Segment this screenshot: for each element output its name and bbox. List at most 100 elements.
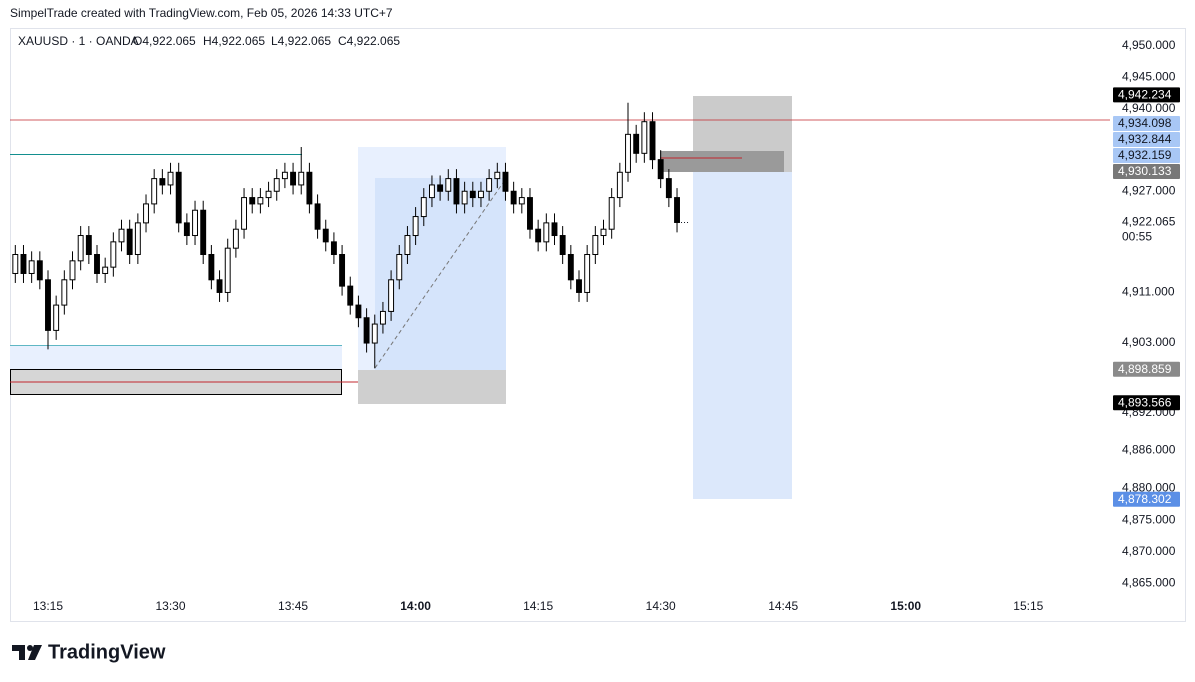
ohlc-value: O4,922.065 xyxy=(133,34,196,48)
candle-body xyxy=(28,260,35,274)
candle-body xyxy=(339,254,346,287)
candle-body xyxy=(102,266,109,274)
candle-body xyxy=(478,190,484,199)
candle-body xyxy=(232,228,239,249)
candle-body xyxy=(151,178,158,205)
candle-body xyxy=(175,171,182,224)
y-tick-label: 4,886.000 xyxy=(1122,443,1176,457)
candle-body xyxy=(200,209,207,256)
logo-icon xyxy=(27,645,33,651)
candle-body xyxy=(469,190,476,199)
candle-body xyxy=(510,190,517,205)
price-label-box xyxy=(1113,131,1180,147)
x-tick-label: 14:30 xyxy=(646,599,676,613)
price-label: 4,893.566 xyxy=(1118,395,1172,409)
price-label-box xyxy=(1113,115,1180,131)
y-tick-label: 4,875.000 xyxy=(1122,512,1176,526)
candle-body xyxy=(192,209,198,237)
price-label: 4,934.098 xyxy=(1118,116,1172,130)
price-label: 4,942.234 xyxy=(1118,88,1172,102)
logo-icon xyxy=(28,645,42,660)
candle-body xyxy=(134,222,141,256)
x-tick-label: 15:00 xyxy=(890,599,921,613)
candle-body xyxy=(85,235,92,256)
candle-body xyxy=(657,159,664,180)
candle-body xyxy=(265,190,272,199)
ohlc-value: C4,922.065 xyxy=(338,34,400,48)
candle-body xyxy=(12,254,19,274)
y-tick-label: 4,950.000 xyxy=(1122,38,1176,52)
candle-body xyxy=(559,235,566,256)
candle-body xyxy=(53,304,60,331)
candle-body xyxy=(625,133,631,173)
price-label: 4,932.844 xyxy=(1118,132,1172,146)
candle-body xyxy=(576,279,582,293)
candle-body xyxy=(388,279,395,312)
y-tick-label: 4,903.000 xyxy=(1122,335,1176,349)
price-label: 4,930.133 xyxy=(1118,164,1172,178)
candle-body xyxy=(674,197,680,223)
y-tick-label: 4,865.000 xyxy=(1122,576,1176,590)
chart-frame xyxy=(10,28,1186,622)
x-tick-label: 14:15 xyxy=(523,599,553,613)
symbol: XAUUSD · 1 · OANDA xyxy=(18,34,139,48)
candle-body xyxy=(437,184,444,192)
candles xyxy=(12,102,680,369)
candle-body xyxy=(257,197,264,205)
y-tick-label: 4,870.000 xyxy=(1122,544,1176,558)
price-label-box xyxy=(1113,147,1180,163)
candle-body xyxy=(404,235,411,256)
ohlc-value: H4,922.065 xyxy=(203,34,265,48)
candle-body xyxy=(412,216,419,237)
price-label-box xyxy=(1113,87,1180,103)
x-tick-label: 13:15 xyxy=(33,599,63,613)
candle-body xyxy=(183,222,190,237)
candle-body xyxy=(273,178,280,192)
candle-body xyxy=(502,171,509,192)
x-tick-label: 13:45 xyxy=(278,599,308,613)
y-tick-label: 4,911.000 xyxy=(1122,285,1175,299)
candle-body xyxy=(143,203,149,224)
logo-icon xyxy=(12,645,25,660)
candle-body xyxy=(584,254,591,293)
candle-body xyxy=(641,121,648,154)
candle-body xyxy=(347,285,354,306)
candle-body xyxy=(77,235,84,262)
trend-line xyxy=(374,179,506,369)
candle-body xyxy=(420,197,427,218)
candle-body xyxy=(94,254,100,274)
countdown: 00:55 xyxy=(1122,230,1152,244)
candle-body xyxy=(551,222,558,237)
candle-body xyxy=(290,171,297,186)
candle-body xyxy=(527,197,533,230)
candle-body xyxy=(118,228,125,243)
legend: XAUUSD · 1 · OANDA O4,922.065 H4,922.065… xyxy=(18,34,400,48)
candle-body xyxy=(20,254,27,274)
brand: TradingView xyxy=(48,641,166,663)
candle-body xyxy=(298,171,305,186)
candle-body xyxy=(616,171,623,199)
candle-body xyxy=(445,178,452,192)
candle-body xyxy=(608,197,615,230)
candle-body xyxy=(363,317,370,344)
y-tick-label: 4,880.000 xyxy=(1122,481,1176,495)
brand-logo: TradingView xyxy=(12,641,166,663)
y-tick-label: 4,927.000 xyxy=(1122,183,1176,197)
candle-body xyxy=(61,279,68,306)
candle-body xyxy=(600,228,607,237)
candle-body xyxy=(543,222,550,243)
candle-body xyxy=(159,178,166,186)
candle-body xyxy=(36,260,43,281)
candle-body xyxy=(592,235,599,256)
price-label-box xyxy=(1113,361,1180,377)
candle-body xyxy=(110,241,117,268)
candle-body xyxy=(633,133,640,154)
candle-body xyxy=(371,323,378,344)
y-tick-label: 4,940.000 xyxy=(1122,101,1176,115)
candle-body xyxy=(396,254,403,281)
y-tick-label: 4,945.000 xyxy=(1122,70,1176,84)
candle-body xyxy=(567,254,574,281)
candle-body xyxy=(241,197,248,230)
candle-body xyxy=(306,171,313,205)
